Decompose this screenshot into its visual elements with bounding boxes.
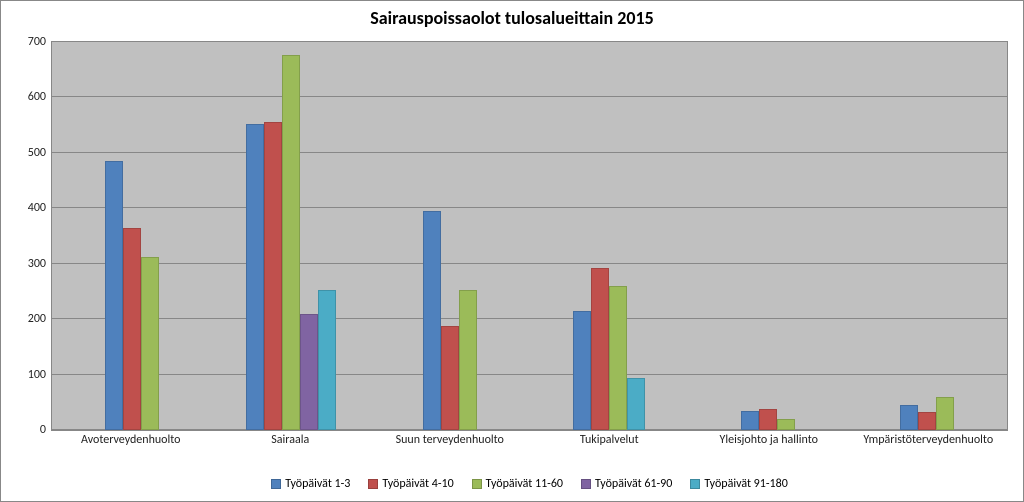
bar bbox=[318, 290, 336, 430]
legend-label: Työpäivät 1-3 bbox=[285, 477, 350, 491]
bar-group bbox=[370, 42, 529, 430]
bar bbox=[282, 55, 300, 430]
x-tick-label: Yleisjohto ja hallinto bbox=[689, 433, 849, 451]
bar bbox=[777, 419, 795, 430]
legend-label: Työpäivät 4-10 bbox=[382, 477, 453, 491]
legend-label: Työpäivät 11-60 bbox=[486, 477, 563, 491]
plot-area: 0100200300400500600700 bbox=[51, 41, 1008, 431]
y-tick-label: 100 bbox=[28, 368, 46, 382]
legend-swatch bbox=[368, 479, 378, 489]
x-tick-label: Ympäristöterveydenhuolto bbox=[849, 433, 1009, 451]
legend-item: Työpäivät 1-3 bbox=[271, 477, 350, 491]
legend-swatch bbox=[472, 479, 482, 489]
legend-item: Työpäivät 91-180 bbox=[690, 477, 787, 491]
legend-swatch bbox=[271, 479, 281, 489]
x-tick-label: Sairaala bbox=[211, 433, 371, 451]
legend-swatch bbox=[690, 479, 700, 489]
y-tick-label: 0 bbox=[40, 423, 46, 437]
bar-group bbox=[211, 42, 370, 430]
legend: Työpäivät 1-3 Työpäivät 4-10 Työpäivät 11-… bbox=[51, 477, 1008, 491]
bar bbox=[459, 290, 477, 430]
legend-swatch bbox=[581, 479, 591, 489]
legend-label: Työpäivät 91-180 bbox=[704, 477, 787, 491]
legend-item: Työpäivät 4-10 bbox=[368, 477, 453, 491]
legend-item: Työpäivät 11-60 bbox=[472, 477, 563, 491]
y-tick-label: 600 bbox=[28, 90, 46, 104]
bar-group bbox=[848, 42, 1007, 430]
bar-group bbox=[689, 42, 848, 430]
bar bbox=[609, 286, 627, 430]
legend-item: Työpäivät 61-90 bbox=[581, 477, 672, 491]
bar bbox=[423, 211, 441, 430]
x-tick-label: Avoterveydenhuolto bbox=[51, 433, 211, 451]
y-tick-label: 400 bbox=[28, 201, 46, 215]
x-tick-label: Suun terveydenhuolto bbox=[370, 433, 530, 451]
y-tick-label: 700 bbox=[28, 35, 46, 49]
bar bbox=[123, 228, 141, 430]
legend-label: Työpäivät 61-90 bbox=[595, 477, 672, 491]
bar bbox=[300, 314, 318, 430]
y-tick-label: 200 bbox=[28, 312, 46, 326]
bar bbox=[759, 409, 777, 430]
bar bbox=[936, 397, 954, 430]
bar bbox=[591, 268, 609, 430]
x-axis-labels: AvoterveydenhuoltoSairaalaSuun terveyden… bbox=[51, 433, 1008, 451]
chart-container: Sairauspoissaolot tulosalueittain 2015 0… bbox=[0, 0, 1024, 502]
bar-group bbox=[530, 42, 689, 430]
y-tick-label: 300 bbox=[28, 257, 46, 271]
bar bbox=[246, 124, 264, 430]
bar bbox=[141, 257, 159, 430]
bar-group bbox=[52, 42, 211, 430]
bar bbox=[264, 122, 282, 430]
bar bbox=[627, 378, 645, 430]
bar bbox=[900, 405, 918, 430]
bar bbox=[105, 161, 123, 430]
bar-groups bbox=[52, 42, 1007, 430]
chart-title: Sairauspoissaolot tulosalueittain 2015 bbox=[1, 1, 1023, 31]
bar bbox=[741, 411, 759, 430]
bar bbox=[918, 412, 936, 430]
bar bbox=[573, 311, 591, 430]
bar bbox=[441, 326, 459, 430]
y-tick-label: 500 bbox=[28, 146, 46, 160]
x-tick-label: Tukipalvelut bbox=[530, 433, 690, 451]
